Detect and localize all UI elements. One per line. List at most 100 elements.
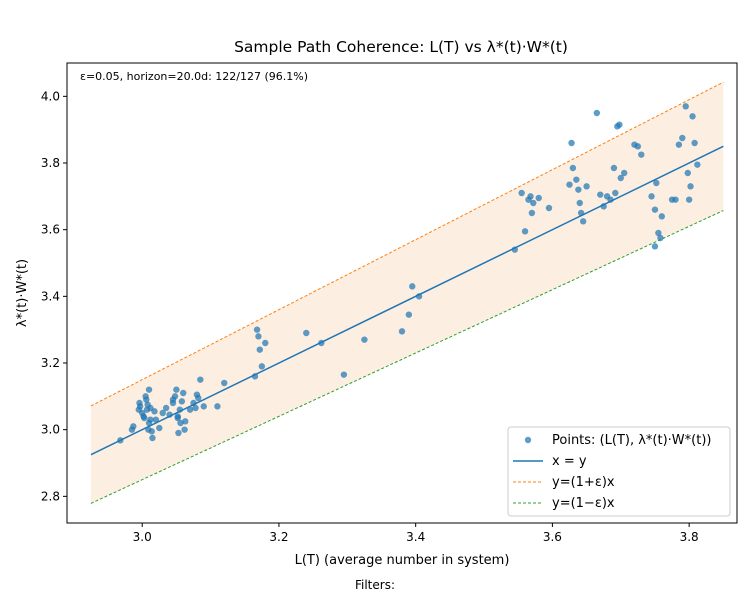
- data-point: [675, 141, 683, 148]
- data-point: [616, 121, 623, 128]
- coherence-annotation: ε=0.05, horizon=20.0d: 122/127 (96.1%): [80, 70, 308, 83]
- data-point: [151, 408, 158, 415]
- data-point: [530, 199, 537, 207]
- data-point: [593, 109, 601, 117]
- data-point: [694, 161, 701, 168]
- data-point: [648, 193, 655, 200]
- data-point: [175, 429, 182, 437]
- data-point: [251, 373, 259, 380]
- data-point: [143, 396, 150, 403]
- data-point: [159, 409, 166, 417]
- data-point: [174, 413, 181, 420]
- data-point: [527, 193, 534, 200]
- data-point: [610, 164, 618, 172]
- data-point: [620, 169, 628, 177]
- data-point: [415, 293, 423, 300]
- x-tick-label: 3.0: [133, 530, 152, 544]
- data-point: [214, 403, 221, 410]
- data-point: [638, 151, 645, 158]
- data-point: [575, 186, 582, 193]
- y-tick-label: 3.6: [41, 223, 60, 237]
- data-point: [258, 363, 266, 370]
- legend-label-upper: y=(1+ε)x: [552, 475, 615, 490]
- chart-title: Sample Path Coherence: L(T) vs λ*(t)·W*(…: [234, 38, 568, 56]
- data-point: [569, 164, 577, 172]
- data-point: [597, 191, 604, 198]
- data-point: [689, 113, 696, 120]
- data-point: [130, 423, 137, 430]
- data-point: [117, 437, 124, 444]
- data-point: [166, 411, 173, 418]
- x-tick-label: 3.8: [680, 530, 699, 544]
- data-point: [182, 418, 189, 425]
- data-point: [180, 389, 187, 397]
- data-point: [197, 376, 204, 383]
- y-tick-label: 4.0: [41, 89, 60, 103]
- data-point: [655, 229, 662, 237]
- data-point: [186, 406, 194, 413]
- plot-frame: [66, 62, 738, 524]
- legend: Points: (L(T), λ*(t)·W*(t)) x = y y=(1+ε…: [507, 426, 731, 517]
- data-point: [141, 414, 148, 422]
- data-point: [173, 386, 180, 393]
- data-point: [149, 434, 156, 442]
- epsilon-band: [90, 82, 724, 504]
- data-point: [684, 169, 691, 177]
- data-point: [178, 398, 186, 405]
- data-point: [566, 181, 573, 188]
- y-tick-label: 2.8: [41, 489, 60, 503]
- data-point: [682, 103, 689, 110]
- data-point: [657, 234, 664, 242]
- data-point: [181, 426, 188, 433]
- legend-label-identity: x = y: [552, 454, 587, 469]
- data-point: [147, 416, 154, 423]
- data-point: [511, 246, 519, 253]
- data-point: [535, 194, 542, 202]
- data-point: [528, 209, 536, 217]
- data-point: [340, 371, 348, 378]
- data-point: [361, 336, 368, 343]
- data-point: [162, 404, 170, 412]
- data-point: [521, 228, 529, 235]
- upper-bound-line: [90, 81, 724, 407]
- data-point: [612, 189, 619, 197]
- x-tick-label: 3.6: [543, 530, 562, 544]
- y-tick-label: 3.0: [41, 423, 60, 437]
- data-point: [634, 143, 642, 150]
- y-tick-label: 3.2: [41, 356, 60, 370]
- legend-box: [507, 426, 731, 517]
- data-point: [568, 139, 575, 147]
- legend-label-lower: y=(1−ε)x: [552, 496, 615, 511]
- data-point: [200, 403, 207, 410]
- legend-label-points: Points: (L(T), λ*(t)·W*(t)): [552, 433, 711, 448]
- data-point: [409, 283, 416, 290]
- data-point: [136, 403, 144, 410]
- data-point: [658, 213, 665, 220]
- y-tick-label: 3.8: [41, 156, 60, 170]
- data-point: [145, 386, 153, 393]
- data-point: [651, 206, 659, 213]
- data-point: [176, 406, 184, 413]
- data-point: [256, 346, 263, 353]
- data-point: [318, 339, 325, 347]
- data-point: [607, 196, 614, 203]
- data-point: [653, 179, 660, 187]
- data-point: [255, 333, 262, 340]
- data-point: [685, 196, 693, 203]
- data-point: [600, 203, 607, 210]
- data-point: [573, 176, 580, 183]
- data-point: [583, 183, 590, 190]
- data-point: [518, 189, 525, 197]
- data-point: [195, 394, 202, 402]
- data-point: [672, 196, 679, 203]
- data-point: [577, 209, 585, 217]
- data-point: [190, 399, 197, 407]
- filters-label: Filters:: [354, 578, 395, 592]
- data-point: [262, 339, 269, 347]
- data-point: [545, 204, 553, 212]
- data-point: [691, 139, 698, 147]
- data-point: [152, 416, 160, 423]
- data-point: [192, 404, 199, 412]
- x-tick-label: 3.2: [269, 530, 288, 544]
